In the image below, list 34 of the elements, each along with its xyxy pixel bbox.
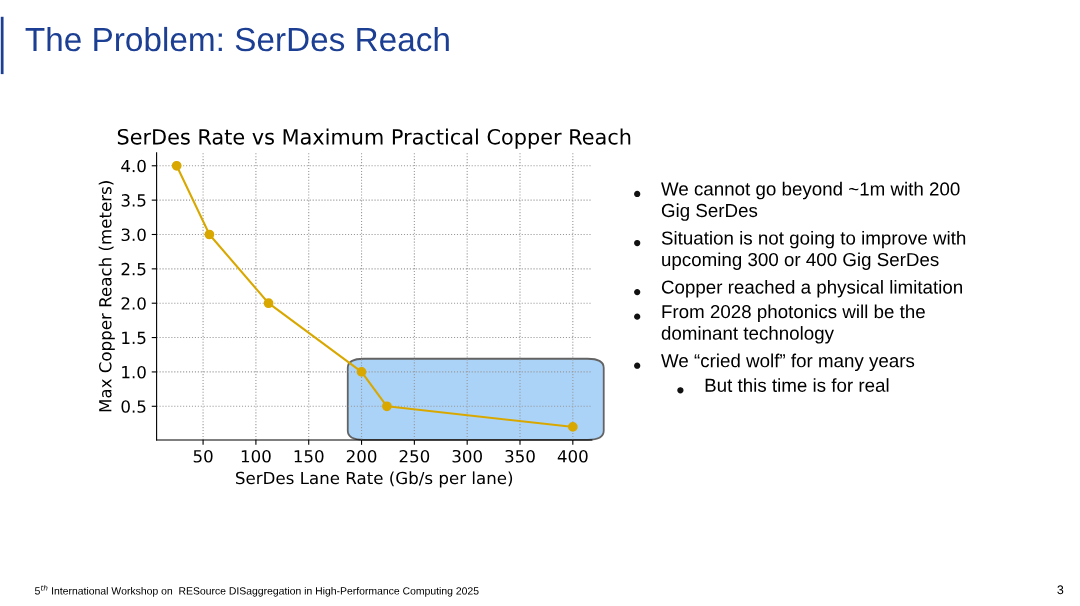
text: 3: [1057, 585, 1064, 595]
text: We “cried wolf” for many years: [661, 353, 915, 372]
point: [567, 422, 578, 432]
x-tick-label: 100: [241, 449, 271, 463]
text: We cannot go beyond ~1m with 200 Gig SerDes: [661, 181, 960, 221]
y-tick-label: 2.5: [121, 262, 146, 276]
point: [382, 401, 392, 412]
y-tick-label: 2.0: [121, 297, 146, 310]
y-tick-label: 1.5: [122, 331, 146, 345]
point: [263, 298, 274, 309]
text: Copper reached a physical limitation: [661, 279, 962, 298]
y-axis-title: Max Copper Reach (meters): [98, 181, 115, 412]
point: [171, 160, 182, 171]
x-tick-label: 150: [294, 449, 324, 463]
text: Situation is not going to improve with upcoming 300 or 400 Gig SerDes: [661, 230, 966, 270]
chart-title: The Problem: SerDes Reach: [25, 26, 449, 52]
x-axis-title: SerDes Lane Rate (Gb/s per lane): [236, 471, 513, 488]
y-tick-label: 3.5: [121, 194, 146, 207]
point: [356, 367, 367, 377]
text: From 2028 photonics will be the dominant technology: [661, 304, 925, 344]
y-tick-label: 4.0: [121, 159, 146, 173]
x-tick-label: 300: [452, 449, 482, 463]
x-tick-label: 200: [346, 449, 377, 463]
text: 5$^{th}$ International Workshop on RESource DISaggregation in High-Performance Computing 2025: [34, 584, 479, 597]
point: [204, 229, 215, 240]
x-tick-label: 250: [399, 449, 430, 463]
x-tick-label: 350: [505, 449, 535, 463]
y-tick-label: 0.5: [121, 400, 146, 413]
y-tick-label: 3.0: [121, 228, 146, 242]
x-tick-label: 400: [557, 449, 588, 463]
x-tick-label: 50: [193, 449, 213, 463]
y-tick-label: 1.0: [122, 365, 146, 379]
text: But this time is for real: [705, 378, 889, 392]
chart-subtitle: SerDes Rate vs Maximum Practical Copper Reach: [117, 128, 631, 149]
